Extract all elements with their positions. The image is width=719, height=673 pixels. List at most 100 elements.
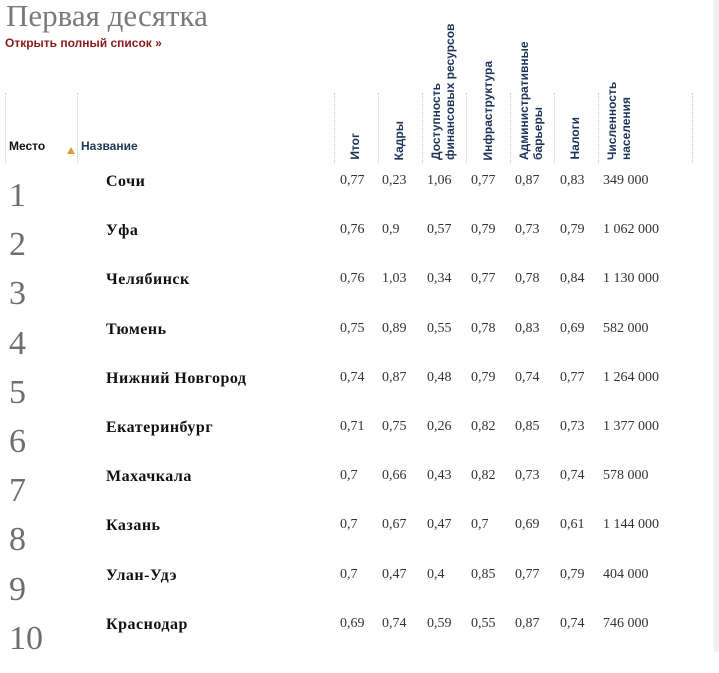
- cell-value: 0,87: [382, 369, 407, 385]
- cell-value: 582 000: [603, 320, 649, 336]
- cell-value: 0,79: [560, 222, 585, 238]
- rank: 8: [9, 521, 26, 559]
- table-row[interactable]: 1 Сочи 0,77 0,23 1,06 0,77 0,87 0,83 349 000: [0, 173, 700, 230]
- column-divider: [466, 93, 467, 163]
- rank: 2: [9, 226, 26, 264]
- page-title: Первая десятка: [6, 0, 208, 33]
- city-name: Краснодар: [106, 615, 188, 633]
- column-divider: [378, 93, 379, 163]
- cell-value: 0,55: [427, 320, 452, 336]
- header-total[interactable]: Итог: [348, 133, 362, 160]
- column-divider: [422, 93, 423, 163]
- cell-value: 0,82: [471, 468, 496, 484]
- city-name: Уфа: [106, 222, 139, 240]
- cell-value: 0,77: [560, 369, 585, 385]
- table-row[interactable]: 2 Уфа 0,76 0,9 0,57 0,79 0,73 0,79 1 062 000: [0, 222, 700, 279]
- cell-value: 0,4: [427, 566, 445, 582]
- cell-value: 0,76: [340, 222, 365, 238]
- rank: 7: [9, 472, 26, 510]
- table-row[interactable]: 9 Улан-Удэ 0,7 0,47 0,4 0,85 0,77 0,79 404 000: [0, 567, 700, 624]
- cell-value: 0,61: [560, 517, 585, 533]
- rank: 5: [9, 373, 26, 411]
- table-row[interactable]: 6 Екатеринбург 0,71 0,75 0,26 0,82 0,85 0,73 1 3…: [0, 419, 700, 476]
- cell-value: 0,74: [515, 369, 540, 385]
- cell-value: 0,43: [427, 468, 452, 484]
- cell-value: 0,67: [382, 517, 407, 533]
- cell-value: 0,73: [515, 468, 540, 484]
- header-finance[interactable]: Доступность финансовых ресурсов: [429, 23, 457, 160]
- column-divider: [510, 93, 511, 163]
- city-name: Казань: [106, 517, 161, 535]
- cell-value: 349 000: [603, 173, 649, 188]
- cell-value: 0,89: [382, 320, 407, 336]
- cell-value: 1,06: [427, 173, 452, 188]
- cell-value: 0,77: [340, 173, 365, 188]
- city-name: Махачкала: [106, 468, 192, 486]
- header-taxes[interactable]: Налоги: [568, 117, 582, 160]
- cell-value: 0,87: [515, 615, 540, 631]
- rank: 1: [9, 177, 26, 214]
- cell-value: 0,73: [515, 222, 540, 238]
- cell-value: 0,85: [515, 419, 540, 434]
- cell-value: 1,03: [382, 271, 407, 287]
- cell-value: 0,74: [340, 369, 365, 385]
- cell-value: 0,87: [515, 173, 540, 188]
- table-row[interactable]: 10 Краснодар 0,69 0,74 0,59 0,55 0,87 0,74 746 0…: [0, 616, 700, 673]
- cell-value: 0,76: [340, 271, 365, 287]
- sort-ascending-icon: [67, 147, 75, 154]
- full-list-link[interactable]: Открыть полный список »: [5, 36, 162, 50]
- header-rank[interactable]: Место: [9, 139, 46, 153]
- cell-value: 578 000: [603, 468, 649, 484]
- cell-value: 0,48: [427, 369, 452, 385]
- header-population[interactable]: Численность населения: [605, 81, 633, 160]
- city-name: Нижний Новгород: [106, 369, 247, 387]
- cell-value: 1 264 000: [603, 369, 659, 385]
- cell-value: 0,23: [382, 173, 407, 188]
- cell-value: 0,79: [471, 369, 496, 385]
- rank: 4: [9, 324, 26, 362]
- city-name: Челябинск: [106, 271, 190, 289]
- cell-value: 0,69: [340, 615, 365, 631]
- cell-value: 0,74: [560, 615, 585, 631]
- header-infra[interactable]: Инфраструктура: [481, 60, 495, 160]
- cell-value: 0,74: [560, 468, 585, 484]
- cell-value: 1 144 000: [603, 517, 659, 533]
- cell-value: 0,7: [340, 468, 358, 484]
- table-row[interactable]: 5 Нижний Новгород 0,74 0,87 0,48 0,79 0,74 0,77…: [0, 370, 700, 427]
- column-divider: [77, 93, 78, 163]
- cell-value: 0,74: [382, 615, 407, 631]
- table-row[interactable]: 4 Тюмень 0,75 0,89 0,55 0,78 0,83 0,69 582 000: [0, 321, 700, 378]
- cell-value: 0,7: [471, 517, 489, 533]
- cell-value: 0,78: [515, 271, 540, 287]
- cell-value: 746 000: [603, 615, 649, 631]
- cell-value: 0,34: [427, 271, 452, 287]
- cell-value: 0,66: [382, 468, 407, 484]
- cell-value: 0,77: [515, 566, 540, 582]
- cell-value: 0,47: [427, 517, 452, 533]
- city-name: Сочи: [106, 173, 146, 190]
- cell-value: 0,75: [382, 419, 407, 434]
- cell-value: 0,84: [560, 271, 585, 287]
- table-row[interactable]: 7 Махачкала 0,7 0,66 0,43 0,82 0,73 0,74 578 000: [0, 468, 700, 525]
- cell-value: 1 377 000: [603, 419, 659, 434]
- cell-value: 0,26: [427, 419, 452, 434]
- header-name[interactable]: Название: [81, 139, 138, 153]
- scrollbar-track[interactable]: [714, 0, 719, 652]
- cell-value: 1 130 000: [603, 271, 659, 287]
- cell-value: 0,82: [471, 419, 496, 434]
- column-divider: [692, 93, 693, 163]
- cell-value: 404 000: [603, 566, 649, 582]
- table-row[interactable]: 8 Казань 0,7 0,67 0,47 0,7 0,69 0,61 1 144 000: [0, 517, 700, 574]
- cell-value: 0,77: [471, 271, 496, 287]
- cell-value: 0,69: [515, 517, 540, 533]
- cell-value: 0,83: [515, 320, 540, 336]
- cell-value: 0,77: [471, 173, 496, 188]
- rank: 9: [9, 570, 26, 608]
- header-admin[interactable]: Административные барьеры: [517, 41, 545, 160]
- city-name: Тюмень: [106, 320, 167, 338]
- cell-value: 0,59: [427, 615, 452, 631]
- cell-value: 0,79: [560, 566, 585, 582]
- header-staff[interactable]: Кадры: [392, 120, 406, 160]
- cell-value: 1 062 000: [603, 222, 659, 238]
- table-row[interactable]: 3 Челябинск 0,76 1,03 0,34 0,77 0,78 0,84 1 130 …: [0, 271, 700, 328]
